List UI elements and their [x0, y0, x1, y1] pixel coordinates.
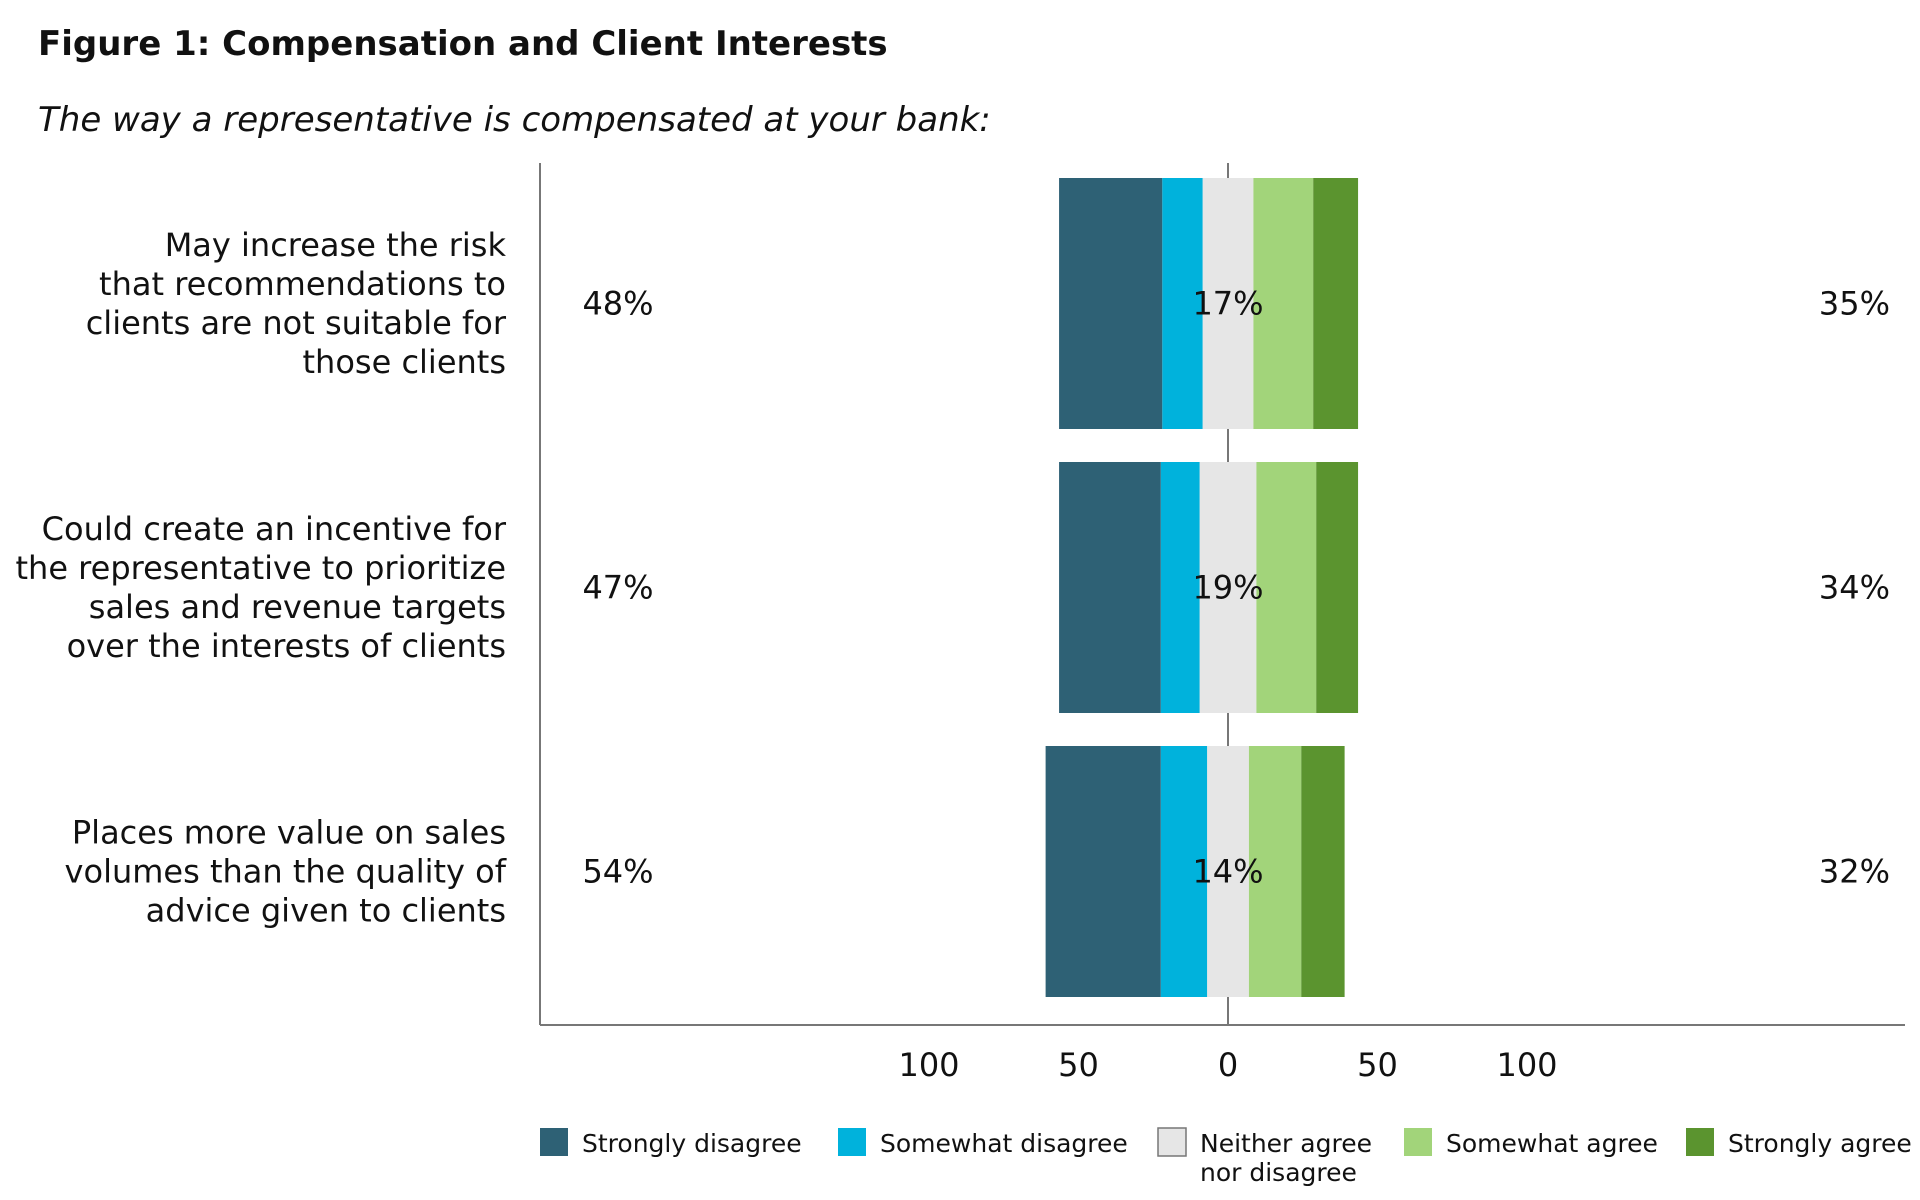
legend-swatch [1404, 1128, 1432, 1156]
disagree-total-label: 54% [582, 853, 653, 891]
agree-total-label: 35% [1819, 285, 1890, 323]
category-label: clients are not suitable for [86, 304, 507, 342]
neutral-label: 19% [1192, 569, 1263, 607]
category-label: sales and revenue targets [89, 588, 506, 626]
bar-neither-agree-nor-disagree [1207, 746, 1249, 997]
bar-strongly-agree [1301, 746, 1345, 997]
x-tick-label: 0 [1218, 1046, 1238, 1084]
bar-somewhat-disagree [1162, 178, 1203, 429]
x-tick-label: 50 [1357, 1046, 1398, 1084]
category-label: that recommendations to [99, 265, 506, 303]
bar-strongly-agree [1313, 178, 1359, 429]
neutral-label: 17% [1192, 285, 1263, 323]
chart-subtitle: The way a representative is compensated … [38, 100, 991, 140]
bar-strongly-disagree [1059, 462, 1161, 713]
legend-label: Strongly disagree [582, 1129, 802, 1158]
neutral-label: 14% [1192, 853, 1263, 891]
category-label: May increase the risk [165, 226, 507, 264]
bar-strongly-disagree [1059, 178, 1163, 429]
agree-total-label: 34% [1819, 569, 1890, 607]
disagree-total-label: 48% [582, 285, 653, 323]
legend-swatch [838, 1128, 866, 1156]
disagree-total-label: 47% [582, 569, 653, 607]
category-label: over the interests of clients [67, 627, 506, 665]
category-label: those clients [303, 343, 507, 381]
bar-neither-agree-nor-disagree [1199, 462, 1257, 713]
legend-swatch [1157, 1127, 1187, 1157]
agree-total-label: 32% [1819, 853, 1890, 891]
category-label: Places more value on sales [72, 814, 506, 852]
chart-title: Figure 1: Compensation and Client Intere… [38, 24, 888, 64]
x-tick-label: 100 [1496, 1046, 1557, 1084]
bar-somewhat-agree [1248, 746, 1302, 997]
bar-somewhat-agree [1253, 178, 1314, 429]
bar-neither-agree-nor-disagree [1202, 178, 1254, 429]
category-label: Could create an incentive for [42, 510, 507, 548]
bar-somewhat-disagree [1160, 462, 1200, 713]
x-tick-label: 50 [1058, 1046, 1099, 1084]
bar-strongly-disagree [1045, 746, 1161, 997]
bar-strongly-agree [1316, 462, 1359, 713]
bar-somewhat-disagree [1160, 746, 1208, 997]
legend-label: Neither agree [1200, 1129, 1372, 1158]
bar-somewhat-agree [1256, 462, 1317, 713]
legend-swatch [540, 1128, 568, 1156]
legend-label: Somewhat agree [1446, 1129, 1658, 1158]
legend-swatch [1686, 1128, 1714, 1156]
legend-label: Somewhat disagree [880, 1129, 1128, 1158]
x-tick-label: 100 [898, 1046, 959, 1084]
category-label: the representative to prioritize [15, 549, 506, 587]
legend-label: Strongly agree [1728, 1129, 1912, 1158]
category-label: advice given to clients [146, 892, 506, 930]
legend-label: nor disagree [1200, 1158, 1357, 1187]
category-label: volumes than the quality of [65, 853, 507, 891]
